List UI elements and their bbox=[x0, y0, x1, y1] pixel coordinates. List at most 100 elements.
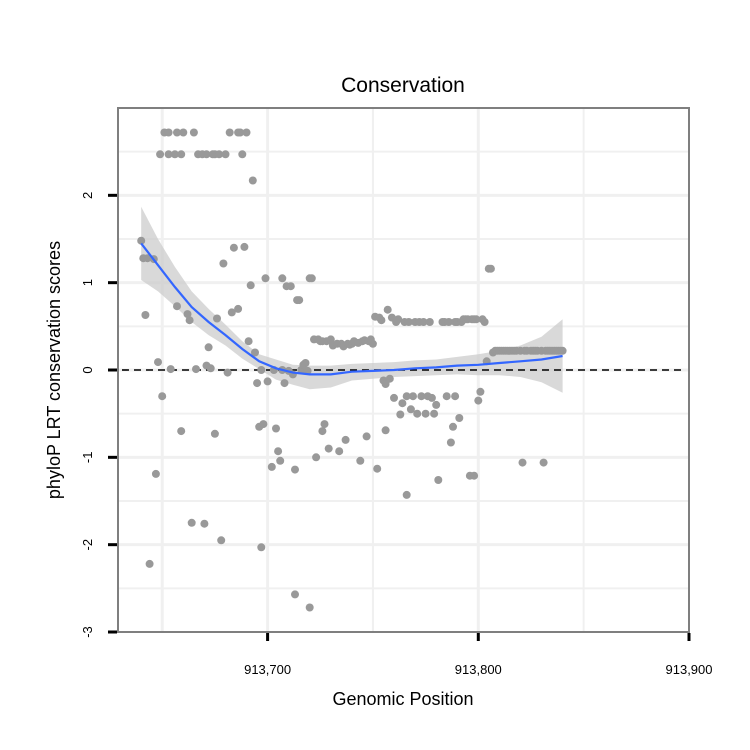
data-point bbox=[240, 242, 249, 251]
data-point bbox=[187, 518, 196, 527]
data-point bbox=[143, 254, 152, 263]
data-point bbox=[406, 405, 415, 414]
data-point bbox=[177, 150, 186, 159]
chart-title: Conservation bbox=[341, 74, 465, 97]
data-point bbox=[137, 236, 146, 245]
data-point bbox=[312, 453, 321, 462]
data-points bbox=[137, 128, 567, 612]
smooth-trend-line bbox=[140, 242, 563, 376]
data-point bbox=[246, 281, 255, 290]
data-point bbox=[251, 348, 259, 357]
data-point bbox=[432, 400, 441, 409]
data-point bbox=[558, 346, 567, 355]
data-point bbox=[381, 426, 390, 435]
data-point bbox=[219, 259, 228, 268]
data-point bbox=[145, 559, 154, 568]
data-point bbox=[210, 429, 219, 438]
data-point bbox=[307, 274, 316, 283]
y-tick-label: 1 bbox=[80, 279, 95, 286]
data-point bbox=[356, 456, 365, 465]
y-axis-label: phyloP LRT conservation scores bbox=[44, 241, 64, 499]
y-tick-label: 2 bbox=[80, 192, 95, 199]
data-point bbox=[455, 414, 464, 422]
data-point bbox=[272, 424, 280, 433]
data-point bbox=[261, 274, 270, 283]
data-point bbox=[217, 536, 226, 545]
y-tick-label: 0 bbox=[80, 366, 95, 373]
data-point bbox=[474, 396, 483, 405]
y-tick-label: -1 bbox=[80, 452, 95, 464]
data-point bbox=[223, 368, 232, 377]
data-point bbox=[398, 399, 407, 408]
data-point bbox=[242, 128, 251, 137]
data-point bbox=[470, 471, 479, 480]
data-point bbox=[154, 358, 162, 367]
y-axis: -3 -2 -1 0 1 2 bbox=[80, 192, 117, 638]
data-point bbox=[402, 490, 411, 499]
x-tick-label: 913,700 bbox=[244, 662, 291, 677]
data-point bbox=[276, 456, 285, 465]
data-point bbox=[377, 316, 386, 325]
data-point bbox=[301, 359, 310, 367]
data-point bbox=[295, 296, 304, 305]
data-point bbox=[274, 447, 283, 456]
data-point bbox=[518, 458, 527, 467]
data-point bbox=[326, 335, 335, 344]
data-point bbox=[259, 420, 268, 429]
data-point bbox=[173, 128, 181, 137]
data-point bbox=[472, 315, 481, 324]
data-point bbox=[434, 476, 443, 484]
data-point bbox=[383, 305, 392, 314]
data-point bbox=[430, 409, 439, 418]
data-point bbox=[320, 420, 329, 429]
data-point bbox=[192, 365, 200, 374]
data-point bbox=[236, 128, 245, 137]
data-point bbox=[286, 282, 295, 291]
data-point bbox=[170, 150, 179, 159]
data-point bbox=[151, 469, 160, 478]
data-point bbox=[225, 128, 234, 137]
data-point bbox=[215, 150, 224, 159]
data-point bbox=[362, 432, 371, 441]
x-axis-label: Genomic Position bbox=[332, 689, 473, 709]
data-point bbox=[173, 302, 181, 311]
x-axis: 913,700 913,800 913,900 bbox=[244, 633, 713, 677]
data-point bbox=[394, 315, 403, 324]
data-point bbox=[385, 374, 394, 383]
data-point bbox=[156, 150, 165, 159]
data-point bbox=[234, 304, 243, 313]
data-point bbox=[419, 318, 428, 326]
data-point bbox=[204, 343, 213, 352]
data-point bbox=[257, 366, 266, 374]
y-tick-label: -2 bbox=[80, 539, 95, 551]
data-point bbox=[229, 243, 238, 252]
data-point bbox=[221, 150, 230, 159]
data-point bbox=[189, 128, 198, 137]
data-point bbox=[341, 435, 350, 444]
data-point bbox=[404, 318, 413, 326]
data-point bbox=[421, 409, 430, 418]
data-point bbox=[267, 462, 276, 471]
data-point bbox=[446, 438, 455, 447]
data-point bbox=[425, 318, 434, 326]
data-point bbox=[280, 379, 289, 388]
data-point bbox=[244, 337, 253, 346]
confidence-ribbon bbox=[141, 206, 563, 393]
data-point bbox=[449, 422, 457, 431]
data-point bbox=[396, 410, 405, 419]
data-point bbox=[305, 603, 314, 612]
data-point bbox=[324, 444, 333, 453]
data-point bbox=[318, 427, 327, 436]
data-point bbox=[335, 447, 344, 456]
x-tick-label: 913,900 bbox=[666, 662, 713, 677]
data-point bbox=[141, 311, 150, 319]
data-point bbox=[238, 150, 247, 159]
data-point bbox=[202, 150, 211, 159]
y-tick-label: -3 bbox=[80, 626, 95, 638]
data-point bbox=[476, 387, 485, 396]
data-point bbox=[177, 427, 186, 436]
data-point bbox=[257, 543, 266, 552]
data-point bbox=[253, 379, 262, 388]
data-point bbox=[409, 392, 417, 401]
data-point bbox=[486, 264, 495, 273]
